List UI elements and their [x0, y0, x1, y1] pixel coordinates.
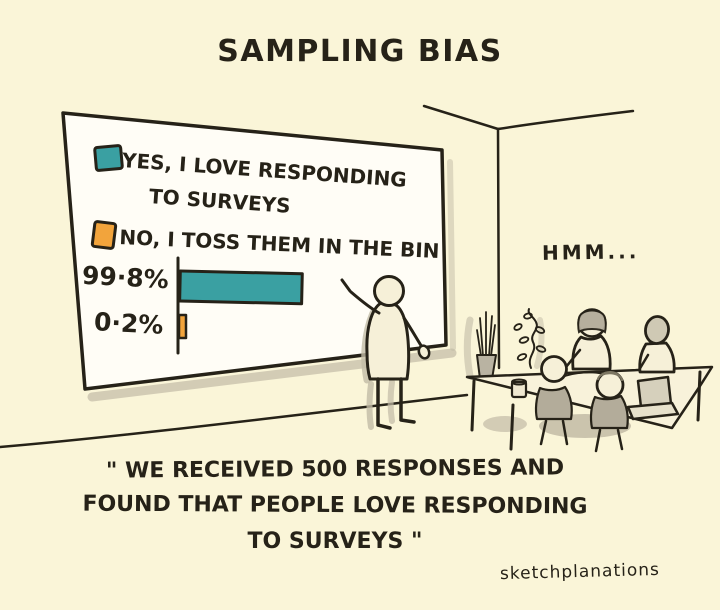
laptop-base [626, 401, 680, 421]
wall-corner-line [496, 127, 501, 370]
presenter-figure [340, 275, 431, 430]
person-fg-right-hair [596, 371, 624, 382]
caption-line-2: FOUND THAT PEOPLE LOVE RESPONDING [82, 491, 588, 520]
caption-quote: " WE RECEIVED 500 RESPONSES AND FOUND TH… [25, 452, 645, 560]
laptop [626, 375, 680, 421]
legend-swatch-no [90, 219, 118, 251]
presenter-body [365, 301, 411, 381]
person-right-torso [638, 341, 676, 374]
presenter-leg-shadow-right [387, 379, 395, 424]
whiteboard [61, 111, 457, 402]
bar-yes [178, 269, 304, 306]
floor-line [0, 393, 469, 449]
person-fg-left-chair-legs [539, 419, 569, 446]
person-fg-right-chair-legs [594, 428, 624, 453]
plant-leaves [513, 312, 547, 361]
stick-vase-shadow [463, 316, 474, 380]
bar-no [177, 313, 188, 340]
cup [510, 378, 528, 399]
presenter-pen [340, 278, 352, 293]
plant-stem [527, 308, 538, 369]
person-right-arm [637, 353, 650, 372]
person-right [637, 315, 676, 374]
person-bob-torso [571, 334, 612, 371]
person-bob-hair [560, 308, 612, 374]
ceiling-line-right [496, 109, 635, 131]
presenter-pointing-arm [349, 290, 381, 315]
person-foreground-right [589, 370, 629, 453]
ceiling-line-left [422, 104, 500, 131]
presenter-leg-shadow-left [366, 381, 374, 430]
person-right-head [644, 315, 670, 345]
board-bar-chart [176, 256, 304, 355]
person-foreground-left [534, 355, 573, 446]
caption-line-3: TO SURVEYS " [247, 529, 423, 554]
vase-sticks [476, 311, 496, 357]
caption-line-1: " WE RECEIVED 500 RESPONSES AND [105, 455, 565, 484]
person-fg-left-head [540, 355, 568, 383]
person-fg-right-body [589, 394, 629, 430]
whiteboard-shadow-right [447, 159, 456, 351]
room-lines [0, 104, 635, 449]
plant-shadow [534, 317, 545, 369]
signature: sketchplanations [499, 559, 661, 585]
meeting-table-group [463, 308, 714, 453]
table-legs [470, 370, 702, 451]
presenter-hand [417, 344, 431, 360]
cartoon-title: SAMPLING BIAS [217, 34, 503, 69]
legend-swatch-yes [92, 143, 125, 173]
whiteboard-surface [61, 111, 448, 391]
bar-value-label-no: 0·2% [93, 307, 165, 340]
bar-value-label-yes: 99·8% [81, 260, 170, 295]
presenter-legs [376, 377, 416, 430]
person-bob-haircap [577, 309, 607, 334]
presenter-head [373, 275, 405, 307]
speech-hmm: HMM... [541, 239, 640, 265]
person-fg-left-body [534, 385, 573, 421]
table-shadow-left [483, 416, 527, 432]
